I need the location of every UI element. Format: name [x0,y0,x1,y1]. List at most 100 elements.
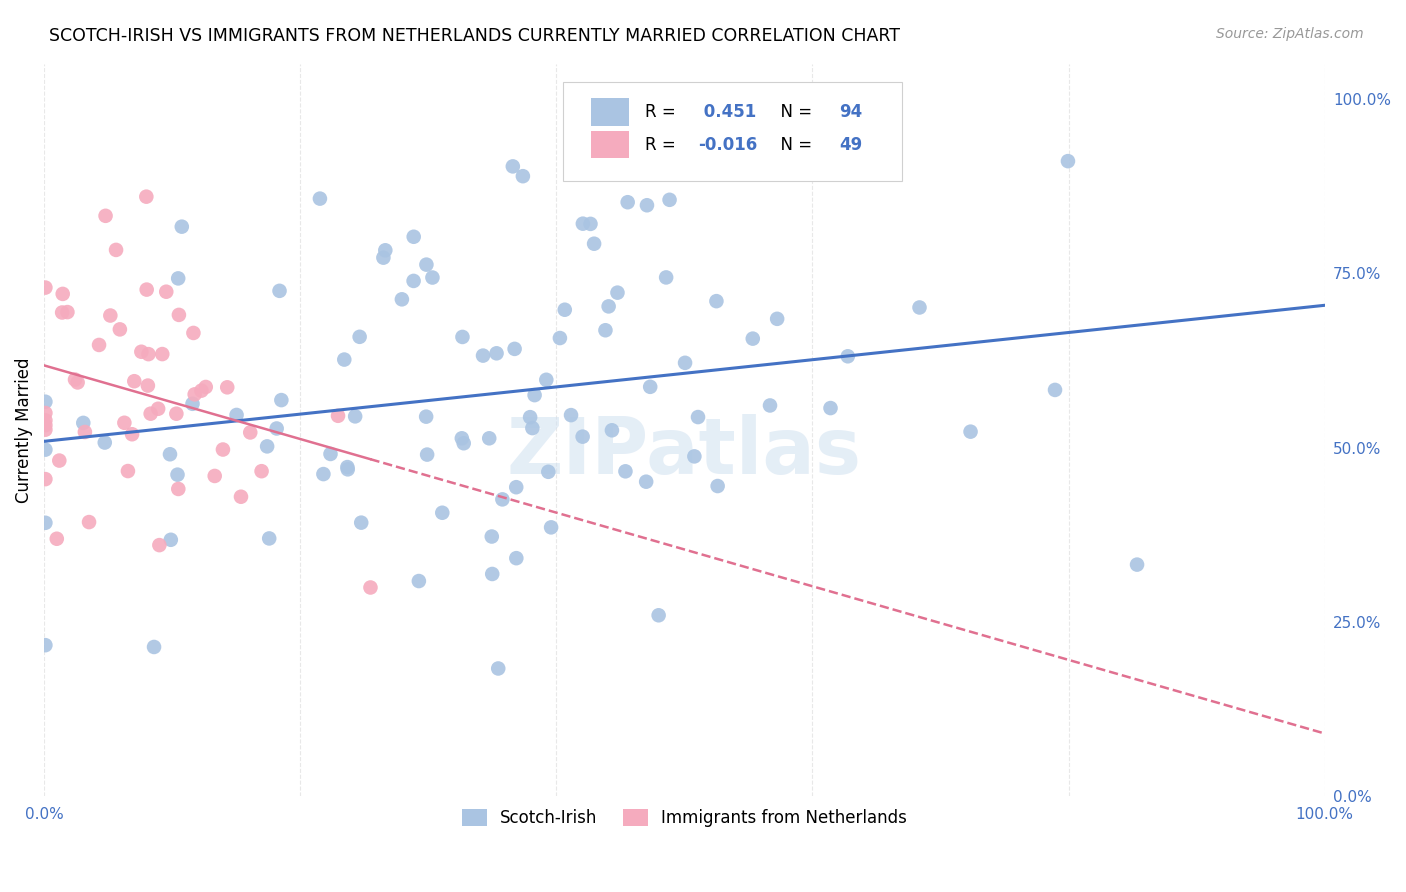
Point [673,356,696,370]
Point [598,299,620,313]
Point [572,217,595,231]
Point [217,380,239,394]
Point [326,409,349,423]
Point [374,244,396,258]
Point [350,516,373,530]
Point [34,516,56,530]
Point [98,309,121,323]
Point [159,447,181,461]
Bar [591,98,630,126]
Point [183,387,205,401]
Point [135,283,157,297]
Point [481,529,503,543]
Point [34,442,56,457]
Point [194,380,217,394]
Point [503,342,526,356]
Point [34,280,56,294]
Point [159,533,181,547]
Point [519,410,541,425]
Point [204,469,226,483]
Point [522,421,544,435]
Point [105,243,128,257]
Point [146,401,169,416]
Point [135,189,157,203]
Point [537,465,560,479]
Text: 49: 49 [839,136,863,153]
Point [415,409,437,424]
Text: 0.451: 0.451 [699,103,756,120]
Point [908,301,931,315]
Point [131,344,153,359]
Point [741,332,763,346]
Point [336,460,359,475]
Point [638,380,661,394]
Point [373,251,395,265]
Point [63,373,86,387]
Bar [591,130,630,159]
Point [820,401,842,415]
Point [540,520,562,534]
Point [478,431,501,445]
Point [502,160,524,174]
Point [138,347,160,361]
Text: R =: R = [645,136,681,153]
Point [571,430,593,444]
Point [485,346,508,360]
Point [505,480,527,494]
Point [766,311,789,326]
Point [523,388,546,402]
Text: 94: 94 [839,103,863,120]
Point [451,330,474,344]
Point [606,285,628,300]
Point [165,407,187,421]
Text: ZIPatlas: ZIPatlas [508,414,862,490]
Point [56,305,79,319]
Point [422,270,444,285]
Point [391,293,413,307]
Point [52,286,75,301]
Point [616,195,638,210]
Point [190,384,212,398]
Point [636,198,658,212]
Point [359,581,381,595]
Point [759,399,782,413]
Point [166,467,188,482]
Point [94,209,117,223]
Point [34,418,56,433]
Text: N =: N = [770,136,817,153]
Point [51,305,73,319]
Point [121,427,143,442]
FancyBboxPatch shape [562,82,903,181]
Point [266,421,288,435]
Point [536,373,558,387]
Point [239,425,262,440]
Point [225,408,247,422]
Legend: Scotch-Irish, Immigrants from Netherlands: Scotch-Irish, Immigrants from Netherland… [454,800,915,835]
Text: R =: R = [645,103,681,120]
Point [319,447,342,461]
Point [139,407,162,421]
Point [481,566,503,581]
Point [167,308,190,322]
Point [415,258,437,272]
Point [683,450,706,464]
Point [655,270,678,285]
Point [1126,558,1149,572]
Point [87,338,110,352]
Point [686,410,709,425]
Point [837,349,859,363]
Point [636,475,658,489]
Point [595,323,617,337]
Point [453,436,475,450]
Point [124,374,146,388]
Text: -0.016: -0.016 [699,136,758,153]
Point [34,413,56,427]
Point [349,330,371,344]
Point [257,532,280,546]
Point [34,423,56,437]
Point [212,442,235,457]
Point [34,394,56,409]
Text: N =: N = [770,103,817,120]
Point [450,431,472,445]
Point [170,219,193,234]
